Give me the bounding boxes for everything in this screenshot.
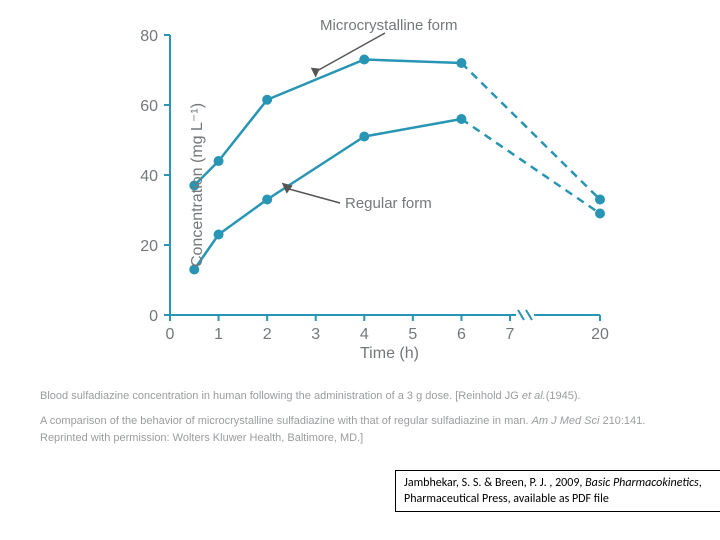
svg-text:1: 1 <box>214 326 223 343</box>
x-axis-label: Time (h) <box>360 345 419 363</box>
svg-text:4: 4 <box>360 326 369 343</box>
caption-text: Reprinted with permission: Wolters Kluwe… <box>40 432 363 444</box>
svg-text:0: 0 <box>149 308 158 325</box>
svg-text:3: 3 <box>311 326 320 343</box>
series-label-regular: Regular form <box>345 195 432 212</box>
series-label-micro: Microcrystalline form <box>320 17 458 34</box>
caption-text: Blood sulfadiazine concentration in huma… <box>40 390 522 402</box>
svg-text:40: 40 <box>140 168 158 185</box>
caption-text: 210:141. <box>599 415 645 427</box>
svg-text:20: 20 <box>140 238 158 255</box>
caption-text-italic: et al. <box>522 390 546 402</box>
svg-text:2: 2 <box>263 326 272 343</box>
figure-caption-line1: Blood sulfadiazine concentration in huma… <box>40 388 581 405</box>
svg-text:80: 80 <box>140 28 158 45</box>
caption-text-italic: Am J Med Sci <box>532 415 600 427</box>
svg-text:5: 5 <box>408 326 417 343</box>
concentration-chart: 0 20 40 60 80 0 1 2 3 4 5 6 7 20 Concentration (mg L⁻… <box>100 15 620 355</box>
citation-box: Jambhekar, S. S. & Breen, P. J. , 2009, … <box>395 470 720 512</box>
citation-text-italic: Basic Pharmacokinetics <box>585 476 699 490</box>
svg-text:0: 0 <box>166 326 175 343</box>
figure-caption-line3: Reprinted with permission: Wolters Kluwe… <box>40 430 363 447</box>
svg-text:60: 60 <box>140 98 158 115</box>
figure-caption-line2: A comparison of the behavior of microcry… <box>40 413 645 430</box>
svg-text:6: 6 <box>457 326 466 343</box>
svg-text:20: 20 <box>591 326 609 343</box>
y-axis-label: Concentration (mg L⁻¹) <box>187 103 207 267</box>
caption-text: (1945). <box>546 390 581 402</box>
caption-text: A comparison of the behavior of microcry… <box>40 415 532 427</box>
plot-area: 0204060800123456720 Concentration (mg L⁻… <box>170 35 600 315</box>
svg-text:7: 7 <box>506 326 515 343</box>
citation-text: Jambhekar, S. S. & Breen, P. J. , 2009, <box>404 476 585 490</box>
